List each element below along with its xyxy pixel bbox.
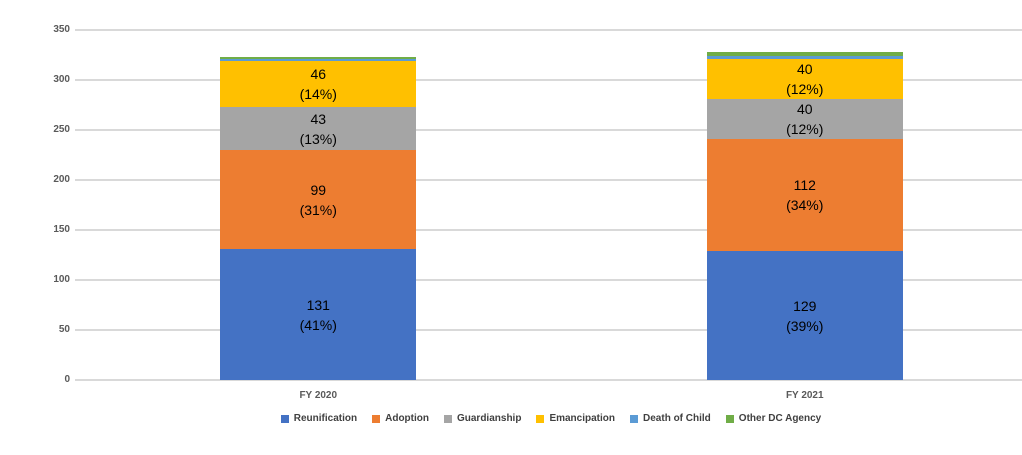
legend-swatch-icon — [725, 414, 734, 423]
y-axis-tick-label-150: 150 — [53, 224, 70, 235]
gridline-300 — [75, 79, 1022, 81]
segment-reunification-fy-2020: 131 (41%) — [220, 249, 417, 380]
gridline-350 — [75, 29, 1022, 31]
x-axis-category-label-fy-2020: FY 2020 — [299, 390, 338, 401]
data-label-emancipation-fy-2021: 40 (12%) — [707, 59, 903, 99]
segment-adoption-fy-2021: 112 (34%) — [706, 139, 903, 251]
segment-guardianship-fy-2020: 43 (13%) — [220, 107, 417, 150]
y-axis-tick-label-300: 300 — [53, 74, 70, 85]
data-label-value: 129 — [793, 297, 817, 314]
gridline-200 — [75, 179, 1022, 181]
stacked-bar-chart: 0 50 100 150 200 250 300 350 131 (41%) 99 (31%) 43 (… — [40, 16, 1022, 439]
data-label-percent: (31%) — [299, 201, 337, 218]
y-axis-tick-label-50: 50 — [58, 324, 70, 335]
legend-label: Death of Child — [643, 413, 711, 424]
bar-fy-2021: 129 (39%) 112 (34%) 40 (12%) 40 (12%) — [706, 52, 903, 380]
legend-swatch-icon — [630, 414, 639, 423]
segment-other-dc-agency-fy-2020 — [220, 57, 417, 59]
y-axis-tick-label-250: 250 — [53, 124, 70, 135]
y-axis-tick-label-200: 200 — [53, 174, 70, 185]
legend-swatch-icon — [536, 414, 545, 423]
segment-other-dc-agency-fy-2021 — [706, 52, 903, 56]
data-label-reunification-fy-2020: 131 (41%) — [220, 249, 416, 380]
y-axis-tick-label-350: 350 — [53, 24, 70, 35]
legend-label: Adoption — [385, 413, 429, 424]
legend-swatch-icon — [372, 414, 381, 423]
bar-fy-2020: 131 (41%) 99 (31%) 43 (13%) 46 (14%) — [220, 57, 417, 380]
data-label-percent: (12%) — [786, 121, 824, 137]
data-label-reunification-fy-2021: 129 (39%) — [707, 251, 903, 380]
legend-item-emancipation: Emancipation — [536, 413, 615, 424]
legend-item-adoption: Adoption — [372, 413, 429, 424]
segment-death-of-child-fy-2020 — [220, 59, 417, 61]
legend-item-other-dc-agency: Other DC Agency — [725, 413, 822, 424]
data-label-percent: (39%) — [786, 317, 824, 334]
gridline-50 — [75, 329, 1022, 331]
segment-reunification-fy-2021: 129 (39%) — [706, 251, 903, 380]
legend-label: Other DC Agency — [738, 413, 822, 424]
segment-death-of-child-fy-2021 — [706, 56, 903, 59]
y-axis-tick-label-100: 100 — [53, 274, 70, 285]
data-label-percent: (34%) — [786, 197, 824, 213]
legend-item-guardianship: Guardianship — [443, 413, 522, 424]
data-label-value: 43 — [310, 110, 327, 127]
legend-label: Reunification — [293, 413, 358, 424]
data-label-adoption-fy-2021: 112 (34%) — [707, 139, 903, 251]
data-label-value: 99 — [310, 181, 327, 198]
segment-emancipation-fy-2021: 40 (12%) — [706, 59, 903, 99]
legend-swatch-icon — [280, 414, 289, 423]
data-label-percent: (41%) — [299, 316, 337, 333]
segment-emancipation-fy-2020: 46 (14%) — [220, 61, 417, 107]
gridline-100 — [75, 279, 1022, 281]
data-label-percent: (13%) — [299, 130, 337, 147]
x-axis-category-label-fy-2021: FY 2021 — [785, 390, 824, 401]
data-label-value: 40 — [796, 61, 813, 77]
legend-label: Emancipation — [549, 413, 616, 424]
gridline-250 — [75, 129, 1022, 131]
y-axis-tick-label-0: 0 — [64, 374, 70, 385]
segment-adoption-fy-2020: 99 (31%) — [220, 150, 417, 249]
data-label-value: 46 — [310, 66, 327, 82]
legend-item-reunification: Reunification — [280, 413, 358, 424]
data-label-guardianship-fy-2020: 43 (13%) — [220, 107, 416, 150]
data-label-value: 112 — [793, 177, 816, 193]
data-label-emancipation-fy-2020: 46 (14%) — [220, 61, 416, 107]
legend-swatch-icon — [443, 414, 452, 423]
chart-legend: Reunification Adoption Guardianship Emancip… — [40, 413, 1022, 424]
gridline-150 — [75, 229, 1022, 231]
data-label-guardianship-fy-2021: 40 (12%) — [707, 99, 903, 139]
data-label-value: 131 — [306, 296, 330, 313]
segment-guardianship-fy-2021: 40 (12%) — [706, 99, 903, 139]
x-axis-line — [75, 379, 1022, 381]
data-label-value: 40 — [796, 101, 813, 117]
data-label-percent: (12%) — [786, 81, 824, 97]
legend-item-death-of-child: Death of Child — [630, 413, 711, 424]
data-label-percent: (14%) — [299, 86, 337, 102]
legend-label: Guardianship — [456, 413, 522, 424]
data-label-adoption-fy-2020: 99 (31%) — [220, 150, 416, 249]
